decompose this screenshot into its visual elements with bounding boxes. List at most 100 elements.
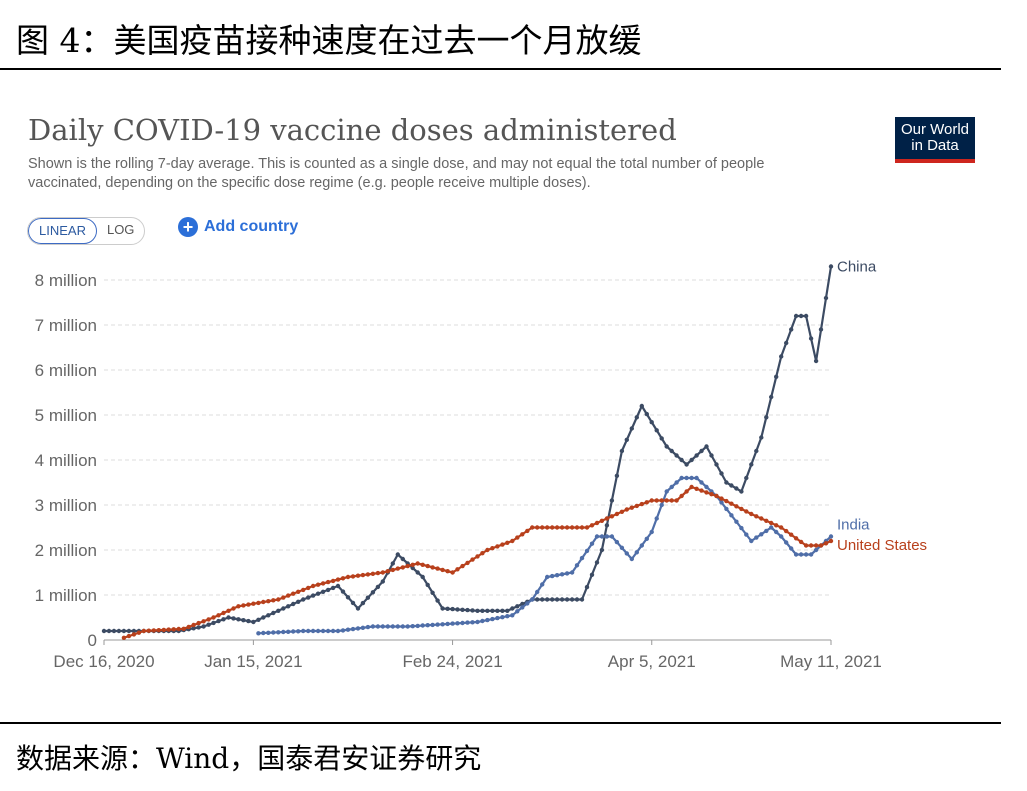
data-point-china — [769, 394, 774, 400]
data-point-india — [450, 621, 455, 626]
data-point-india — [574, 563, 580, 568]
data-point-china — [709, 453, 714, 458]
data-point-china — [554, 597, 560, 602]
data-point-united-states — [818, 543, 824, 548]
data-point-india — [644, 536, 649, 541]
scale-toggle: LINEAR LOG — [27, 217, 146, 245]
data-point-china — [714, 462, 719, 467]
data-point-india — [266, 630, 271, 635]
data-point-united-states — [231, 606, 236, 611]
data-point-united-states — [146, 628, 151, 633]
data-point-china — [325, 587, 331, 593]
log-scale-button[interactable]: LOG — [106, 222, 135, 237]
data-point-china — [774, 374, 779, 379]
data-point-united-states — [694, 486, 699, 491]
data-point-china — [415, 570, 420, 575]
data-point-india — [744, 532, 749, 537]
series-line-india — [258, 476, 832, 635]
data-point-china — [206, 622, 211, 627]
data-point-united-states — [649, 498, 654, 503]
data-point-united-states — [241, 603, 246, 608]
data-point-united-states — [644, 500, 649, 505]
data-point-united-states — [181, 626, 186, 631]
series-label-united-states: United States — [837, 537, 927, 554]
data-point-china — [744, 475, 749, 481]
source-note: 数据来源：Wind，国泰君安证券研究 — [16, 742, 482, 775]
data-point-china — [211, 620, 216, 626]
data-point-china — [485, 608, 490, 613]
data-point-india — [261, 630, 266, 636]
data-point-china — [440, 606, 445, 611]
data-point-united-states — [470, 557, 475, 562]
data-point-united-states — [360, 572, 366, 578]
data-point-china — [759, 435, 764, 440]
data-point-china — [251, 619, 256, 625]
data-point-united-states — [355, 573, 361, 578]
data-point-india — [579, 555, 585, 561]
data-point-china — [286, 604, 291, 609]
data-point-united-states — [510, 538, 515, 544]
series-label-india: India — [837, 517, 870, 534]
data-point-china — [301, 597, 306, 602]
data-point-united-states — [480, 551, 485, 556]
data-point-india — [306, 628, 311, 634]
data-point-united-states — [803, 543, 809, 548]
y-tick-label: 0 — [88, 631, 97, 650]
data-point-china — [121, 628, 127, 634]
data-point-china — [500, 608, 505, 613]
data-point-united-states — [211, 615, 216, 620]
data-point-india — [764, 528, 769, 534]
data-point-united-states — [584, 525, 590, 530]
figure-caption: 图 4：美国疫苗接种速度在过去一个月放缓 — [16, 21, 642, 60]
data-point-united-states — [350, 574, 356, 579]
data-point-india — [385, 624, 390, 629]
data-point-india — [793, 552, 799, 557]
data-point-united-states — [550, 525, 555, 530]
data-point-china — [315, 591, 321, 596]
data-point-united-states — [251, 601, 256, 606]
add-country-label: Add country — [204, 218, 299, 235]
data-point-united-states — [271, 598, 276, 603]
data-point-china — [370, 590, 376, 595]
data-point-united-states — [291, 591, 296, 596]
chart-subtitle: Shown is the rolling 7-day average. This… — [28, 156, 765, 191]
owid-logo[interactable]: Our World in Data — [895, 117, 975, 163]
data-point-china — [739, 489, 744, 494]
data-point-india — [355, 626, 361, 631]
data-point-united-states — [739, 506, 744, 512]
data-point-united-states — [744, 509, 749, 514]
linear-scale-button[interactable]: LINEAR — [28, 218, 97, 244]
data-point-united-states — [813, 543, 819, 548]
data-point-china — [350, 600, 356, 606]
data-point-china — [803, 313, 809, 319]
y-tick-label: 2 million — [35, 541, 97, 560]
data-point-india — [515, 609, 520, 614]
data-point-united-states — [629, 505, 634, 510]
data-point-india — [286, 629, 291, 634]
data-point-india — [550, 573, 555, 579]
add-country-button[interactable]: + Add country — [178, 217, 298, 237]
data-point-india — [256, 631, 261, 636]
data-point-china — [276, 608, 281, 613]
data-point-india — [485, 617, 490, 623]
data-point-india — [475, 619, 480, 625]
data-point-united-states — [505, 540, 510, 545]
data-point-india — [540, 582, 545, 587]
data-point-china — [604, 523, 610, 528]
data-point-united-states — [609, 514, 615, 519]
data-point-united-states — [624, 507, 629, 512]
data-point-india — [674, 480, 679, 485]
data-point-united-states — [490, 546, 495, 551]
data-point-united-states — [390, 567, 395, 573]
data-point-united-states — [226, 608, 231, 613]
data-point-china — [266, 613, 271, 618]
data-point-india — [360, 625, 366, 630]
data-point-india — [350, 626, 356, 632]
data-point-china — [669, 448, 674, 454]
data-point-china — [306, 595, 311, 600]
data-point-united-states — [460, 563, 465, 569]
data-point-india — [659, 502, 664, 508]
data-point-china — [749, 462, 754, 467]
data-point-india — [380, 624, 385, 629]
data-point-united-states — [330, 578, 336, 584]
